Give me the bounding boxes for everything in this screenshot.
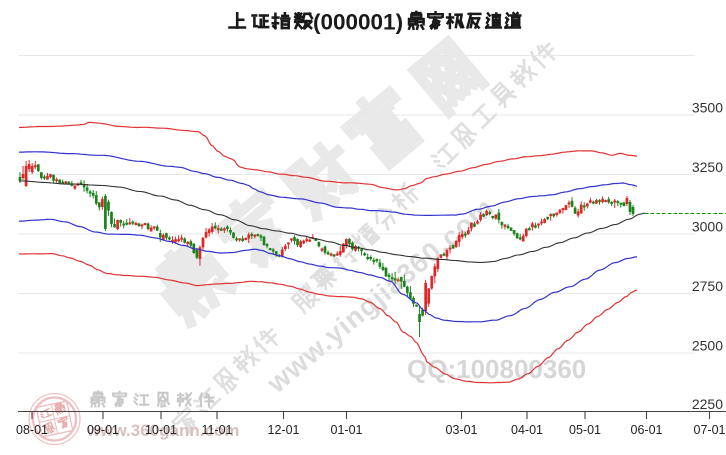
svg-text:05-01: 05-01	[569, 423, 601, 437]
svg-text:2750: 2750	[692, 278, 723, 294]
svg-text:(000001): (000001)	[313, 10, 403, 35]
svg-text:04-01: 04-01	[511, 423, 543, 437]
svg-text:QQ:100800360: QQ:100800360	[407, 354, 586, 384]
svg-text:3500: 3500	[692, 100, 723, 116]
svg-text:3000: 3000	[692, 219, 723, 235]
svg-text:3250: 3250	[692, 159, 723, 175]
svg-text:08-01: 08-01	[16, 423, 48, 437]
svg-text:11-01: 11-01	[201, 423, 232, 437]
svg-text:06-01: 06-01	[631, 423, 663, 437]
svg-text:2250: 2250	[692, 396, 723, 412]
svg-text:01-01: 01-01	[331, 423, 363, 437]
svg-text:10-01: 10-01	[145, 423, 177, 437]
svg-text:12-01: 12-01	[268, 423, 300, 437]
svg-text:2500: 2500	[692, 338, 723, 354]
svg-text:03-01: 03-01	[446, 423, 478, 437]
svg-text:09-01: 09-01	[87, 423, 119, 437]
svg-text:07-01: 07-01	[694, 423, 726, 437]
